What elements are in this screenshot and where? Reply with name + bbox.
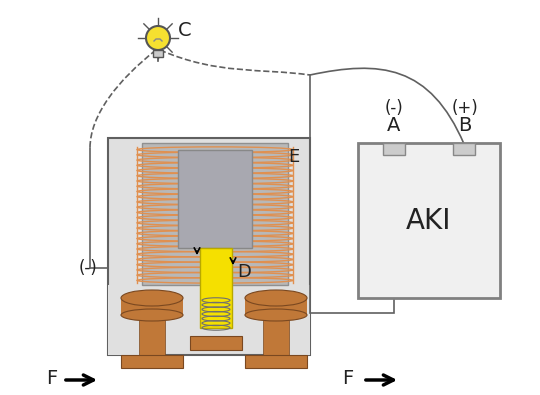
Text: E: E bbox=[288, 148, 299, 166]
Text: D: D bbox=[237, 263, 251, 281]
Bar bbox=[139, 315, 165, 355]
Bar bbox=[245, 355, 307, 368]
Text: B: B bbox=[458, 115, 471, 135]
Bar bbox=[358, 143, 500, 298]
Bar bbox=[121, 355, 183, 368]
Bar bbox=[245, 298, 307, 315]
Text: (+): (+) bbox=[451, 99, 478, 117]
Bar bbox=[153, 50, 163, 57]
Ellipse shape bbox=[245, 290, 307, 306]
Text: C: C bbox=[178, 21, 192, 40]
Ellipse shape bbox=[121, 309, 183, 321]
Text: F: F bbox=[46, 369, 58, 387]
Text: A: A bbox=[387, 115, 401, 135]
Bar bbox=[275, 285, 310, 355]
Ellipse shape bbox=[121, 290, 183, 306]
Ellipse shape bbox=[245, 309, 307, 321]
Circle shape bbox=[146, 26, 170, 50]
Bar bbox=[178, 150, 252, 248]
Bar bbox=[200, 248, 232, 328]
Bar bbox=[121, 298, 183, 315]
Text: AKI: AKI bbox=[406, 207, 452, 235]
Bar bbox=[142, 143, 288, 285]
Bar bbox=[263, 315, 289, 355]
Text: (-): (-) bbox=[384, 99, 403, 117]
Text: F: F bbox=[342, 369, 354, 387]
Bar bbox=[453, 143, 475, 155]
Bar bbox=[383, 143, 405, 155]
Bar bbox=[108, 138, 310, 355]
Bar bbox=[190, 336, 242, 350]
Bar bbox=[108, 285, 143, 355]
Text: (-): (-) bbox=[79, 259, 97, 277]
